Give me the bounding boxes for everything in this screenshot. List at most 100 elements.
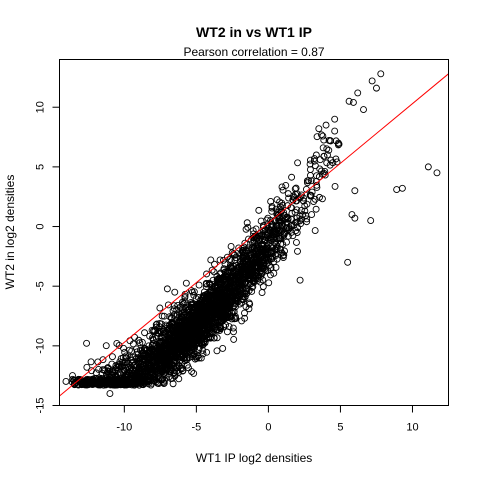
data-point	[258, 263, 266, 271]
data-point	[227, 243, 235, 250]
data-point	[186, 304, 193, 312]
data-point	[351, 187, 359, 195]
data-point	[262, 256, 270, 264]
data-point	[230, 285, 238, 293]
data-point	[158, 312, 166, 320]
data-point	[144, 378, 152, 386]
data-point	[256, 243, 263, 251]
data-point	[187, 303, 195, 311]
data-point	[311, 195, 319, 203]
data-point	[115, 341, 123, 349]
data-point	[138, 377, 146, 384]
data-point	[293, 206, 301, 214]
data-point	[283, 218, 291, 226]
plot-box	[59, 59, 449, 406]
data-point	[307, 191, 315, 199]
y-axis-title: WT2 in log2 densities	[3, 175, 17, 290]
data-point	[151, 327, 159, 335]
data-point	[145, 342, 153, 350]
data-point	[241, 314, 249, 322]
data-point	[316, 156, 324, 164]
data-point	[250, 260, 258, 268]
data-point	[83, 363, 91, 371]
data-point	[154, 379, 162, 387]
data-point	[280, 251, 288, 259]
data-point	[246, 300, 254, 308]
data-point	[240, 295, 247, 303]
data-point	[249, 227, 257, 235]
x-tick-label: 5	[337, 422, 343, 434]
fit-line-layer	[59, 73, 449, 397]
data-point	[331, 182, 339, 190]
data-point	[105, 380, 113, 388]
data-point	[367, 217, 375, 225]
data-point	[213, 334, 221, 342]
data-point	[211, 305, 219, 313]
data-point	[245, 305, 253, 313]
data-point	[282, 220, 290, 228]
data-point	[232, 296, 240, 304]
data-point	[319, 144, 327, 152]
data-point	[188, 353, 196, 361]
data-point	[206, 302, 214, 310]
data-point	[226, 292, 234, 300]
data-point	[308, 211, 316, 219]
data-point	[306, 156, 314, 164]
data-point	[74, 376, 82, 384]
data-point	[270, 231, 278, 239]
data-point	[238, 266, 245, 274]
data-point	[319, 132, 327, 140]
data-point	[292, 197, 300, 205]
data-point	[179, 345, 187, 353]
data-point	[256, 278, 264, 286]
data-point	[206, 326, 214, 334]
data-point	[162, 329, 170, 337]
data-point	[250, 276, 258, 284]
data-point	[112, 372, 120, 379]
data-point	[201, 296, 209, 304]
data-point	[239, 248, 246, 256]
data-point	[182, 279, 190, 287]
data-point	[189, 351, 197, 359]
data-point	[195, 354, 203, 362]
data-point	[113, 340, 121, 347]
data-point	[208, 283, 216, 291]
data-point	[185, 354, 193, 361]
data-point	[272, 222, 280, 230]
data-point	[315, 125, 323, 133]
data-point	[267, 248, 275, 255]
data-point	[255, 254, 263, 262]
data-point	[345, 97, 353, 105]
data-point	[279, 240, 287, 248]
fit-line	[59, 73, 449, 397]
data-point	[265, 279, 273, 287]
data-point	[229, 308, 237, 316]
data-point	[312, 205, 320, 213]
x-axis-title: WT1 IP log2 densities	[196, 451, 313, 465]
x-tick-label: -5	[191, 422, 201, 434]
data-point	[239, 284, 247, 292]
data-point	[225, 300, 233, 308]
data-point	[332, 155, 340, 163]
data-point	[326, 137, 334, 145]
data-point	[128, 377, 136, 384]
data-point	[424, 163, 432, 171]
data-point	[249, 239, 257, 247]
points-layer	[62, 70, 441, 398]
data-point	[70, 376, 78, 384]
data-point	[168, 314, 176, 322]
data-point	[333, 158, 341, 166]
data-point	[285, 225, 293, 233]
data-point	[188, 340, 196, 348]
data-point	[301, 207, 309, 215]
data-point	[176, 336, 183, 344]
data-point	[222, 321, 230, 329]
data-point	[213, 297, 221, 305]
data-point	[89, 377, 97, 384]
data-point	[225, 323, 233, 330]
data-point	[300, 194, 307, 202]
data-point	[117, 363, 125, 371]
data-point	[273, 244, 281, 252]
data-point	[222, 293, 230, 301]
